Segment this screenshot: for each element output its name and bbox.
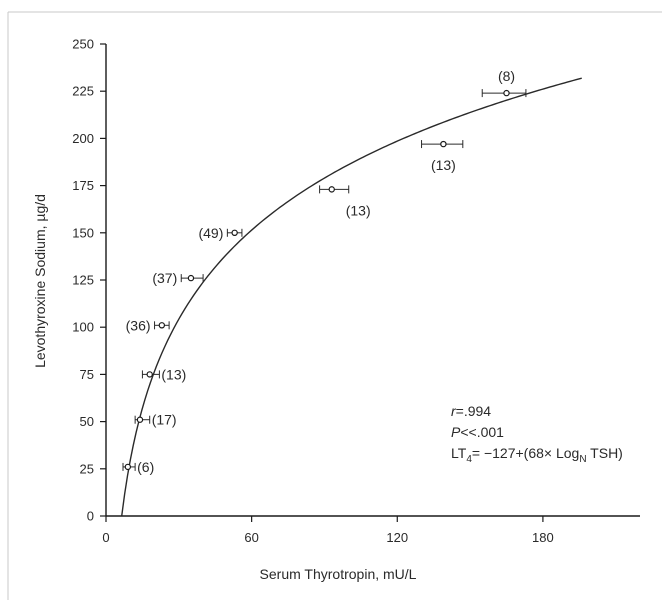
x-tick-label: 120 xyxy=(386,530,408,545)
data-points: (6) (17) (13) (36) (37) (49) (13) (13) (8) xyxy=(122,68,527,475)
y-tick-label: 125 xyxy=(72,273,94,288)
p-value-annotation: P<<.001 xyxy=(451,424,504,440)
point-marker xyxy=(231,229,238,236)
point-marker xyxy=(503,89,510,97)
x-tick-label: 180 xyxy=(532,530,554,545)
point-marker xyxy=(146,371,153,378)
point-sample-size-label: (8) xyxy=(498,68,515,84)
point-marker xyxy=(187,274,195,282)
equation-middle: = −127+(68× Log xyxy=(472,445,579,461)
r-value-annotation: r=.994 xyxy=(451,403,491,419)
x-tick-label: 0 xyxy=(102,530,109,545)
regression-curve xyxy=(121,77,582,516)
data-point: (36) xyxy=(126,317,170,333)
equation-suffix: TSH) xyxy=(587,445,623,461)
y-tick-label: 250 xyxy=(72,37,94,52)
p-symbol: P xyxy=(451,424,461,440)
data-point: (6) xyxy=(122,459,154,475)
statistics-annotation: r=.994 P<<.001 LT4= −127+(68× LogN TSH) xyxy=(451,403,623,465)
y-tick-label: 0 xyxy=(87,509,94,524)
equation-log-subscript: N xyxy=(579,454,586,465)
point-sample-size-label: (36) xyxy=(126,317,151,333)
point-marker xyxy=(328,186,335,193)
y-tick-label: 225 xyxy=(72,84,94,99)
x-tick-label: 60 xyxy=(244,530,258,545)
data-point: (13) xyxy=(421,140,464,173)
data-point: (8) xyxy=(481,68,527,98)
point-marker xyxy=(440,140,447,148)
equation-prefix: LT xyxy=(451,445,467,461)
point-sample-size-label: (6) xyxy=(137,459,154,475)
x-axis-title: Serum Thyrotropin, mU/L xyxy=(260,566,417,582)
point-marker xyxy=(158,322,166,329)
point-sample-size-label: (37) xyxy=(152,270,177,286)
y-tick-label: 150 xyxy=(72,225,94,240)
fit-curve-layer xyxy=(121,77,582,516)
y-tick-label: 100 xyxy=(72,320,94,335)
point-sample-size-label: (13) xyxy=(346,202,371,218)
y-axis-title: Levothyroxine Sodium, µg/d xyxy=(32,194,48,368)
point-sample-size-label: (49) xyxy=(198,225,223,241)
equation-subscript: 4 xyxy=(466,454,472,465)
data-point: (37) xyxy=(152,270,204,286)
y-tick-label: 175 xyxy=(72,178,94,193)
point-marker xyxy=(124,463,132,471)
data-point: (49) xyxy=(198,225,243,241)
point-sample-size-label: (13) xyxy=(431,157,456,173)
point-marker xyxy=(136,416,144,423)
y-tick-label: 25 xyxy=(80,461,94,476)
point-sample-size-label: (17) xyxy=(152,412,177,428)
regression-equation: LT4= −127+(68× LogN TSH) xyxy=(451,445,623,465)
r-symbol: r xyxy=(451,403,457,419)
axes: 0 60 120 180 0 25 50 75 100 125 150 175 200 225 250 xyxy=(72,37,640,545)
point-sample-size-label: (13) xyxy=(161,366,186,382)
y-tick-label: 200 xyxy=(72,131,94,146)
data-point: (13) xyxy=(141,366,186,382)
data-point: (17) xyxy=(134,412,177,428)
p-value: <<.001 xyxy=(460,424,504,440)
data-point: (13) xyxy=(319,185,371,218)
y-tick-label: 75 xyxy=(80,367,94,382)
r-value: =.994 xyxy=(456,403,492,419)
y-tick-label: 50 xyxy=(80,414,94,429)
